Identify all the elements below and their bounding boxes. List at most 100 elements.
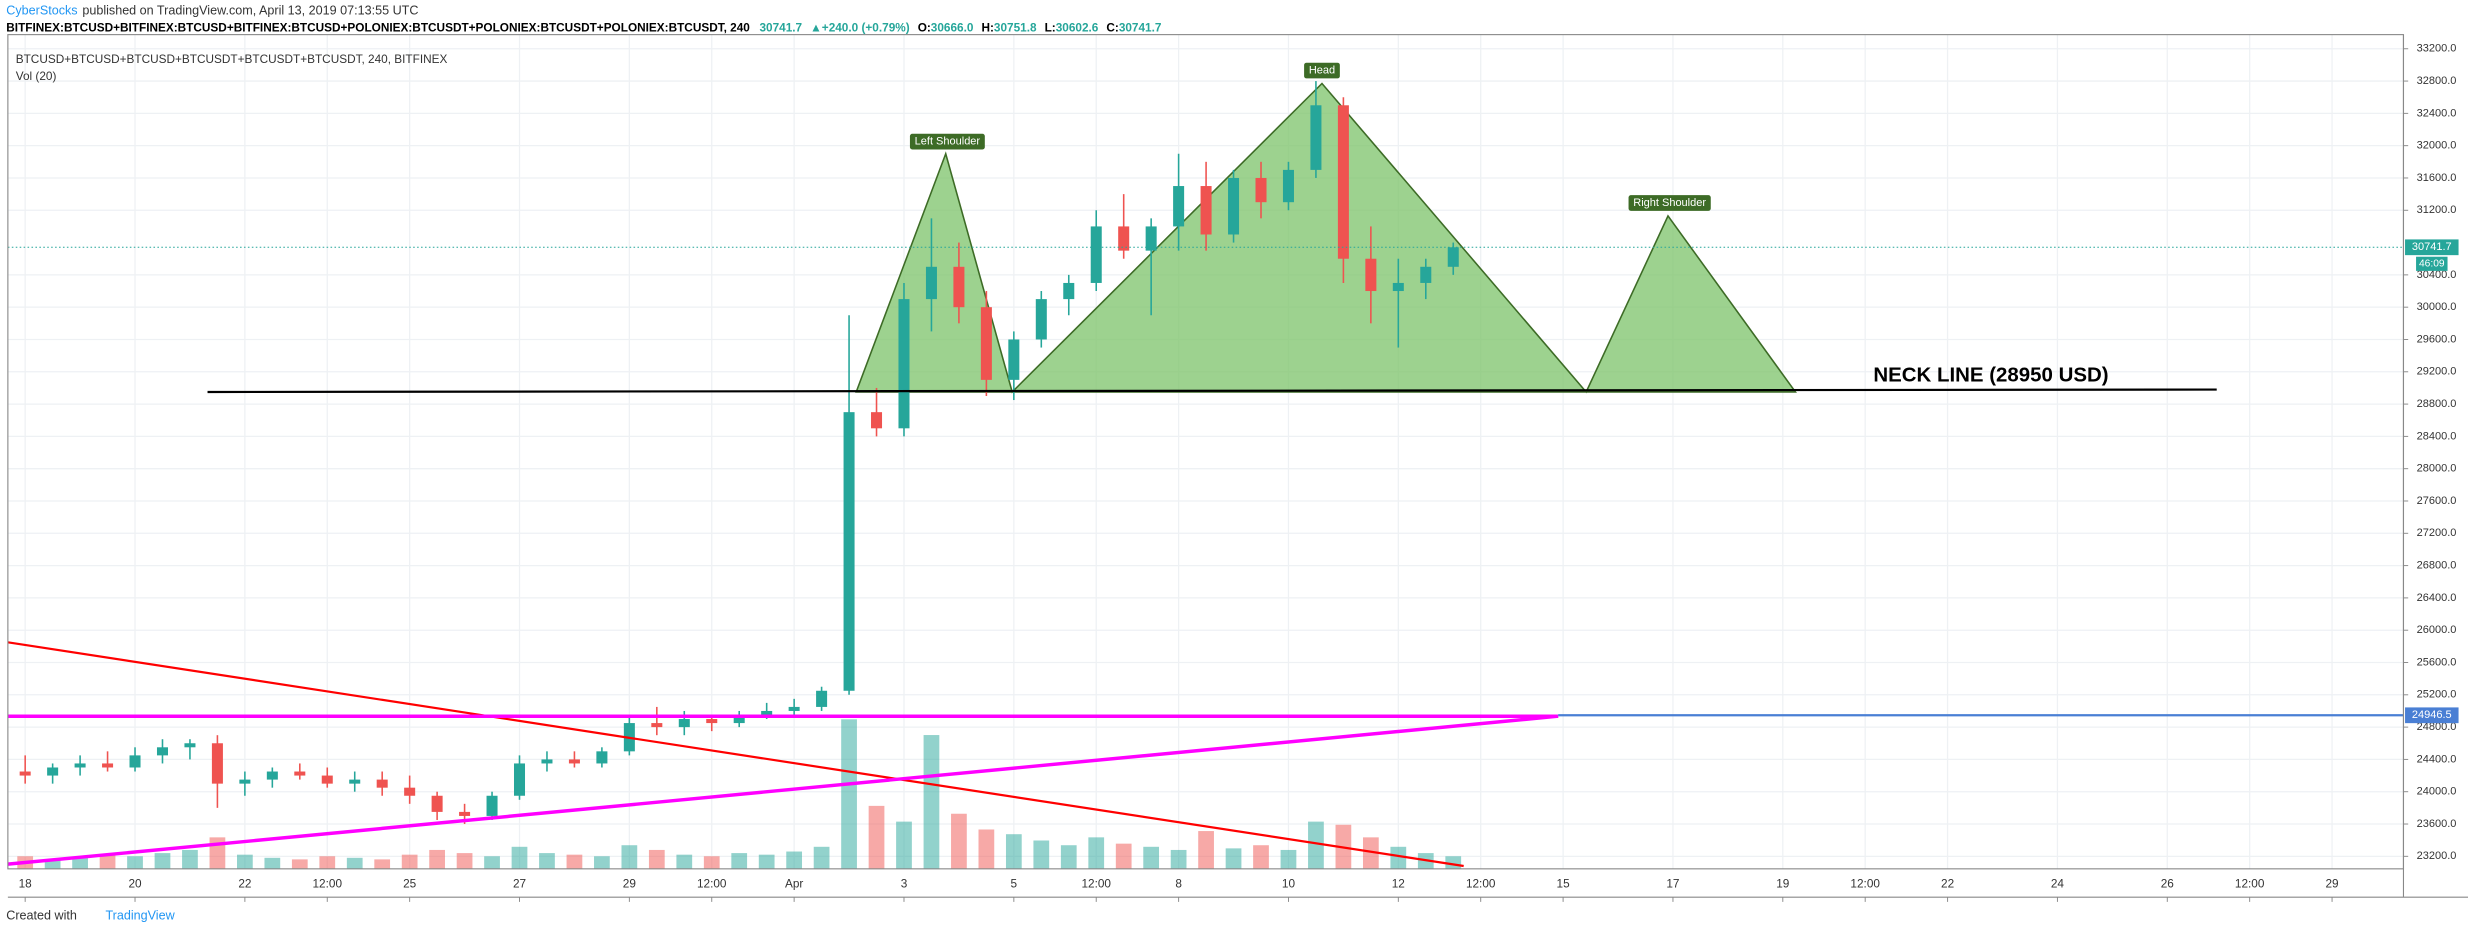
volume-bar (319, 856, 336, 869)
x-tick-label: 12:00 (1850, 877, 1880, 891)
author[interactable]: CyberStocks (6, 3, 77, 17)
x-tick-label: 29 (2326, 877, 2339, 891)
y-tick-label: 23600.0 (2417, 818, 2457, 830)
volume-bar (566, 854, 583, 869)
candle-body (1392, 282, 1404, 292)
candle-body (596, 751, 608, 764)
candle-body (294, 771, 306, 776)
volume-bar (786, 851, 803, 869)
candle-body (678, 719, 690, 728)
candle-body (1228, 177, 1240, 235)
candle-body (1090, 226, 1102, 283)
y-tick-label: 32000.0 (2417, 140, 2457, 152)
candle-body (1255, 177, 1267, 203)
volume-bar (1115, 843, 1132, 869)
axes: 23200.0 23600.0 24000.0 24400.0 24800.0 25200… (19, 43, 2459, 902)
y-tick-label: 26000.0 (2417, 624, 2457, 636)
candle-body (541, 759, 553, 764)
head-shoulders-pattern (855, 82, 1797, 394)
x-tick-label: 24 (2051, 877, 2065, 891)
candle-body (733, 714, 745, 724)
volume-bar (374, 859, 391, 869)
volume-bar (1225, 848, 1242, 869)
candle-body (1145, 226, 1157, 251)
volume-bar (1005, 834, 1022, 869)
candle-body (1282, 169, 1294, 203)
candle-body (376, 779, 388, 788)
volume-bar (1143, 846, 1160, 869)
volume-bar (1198, 831, 1214, 869)
candle-body (1365, 258, 1377, 292)
y-tick-label: 30000.0 (2417, 301, 2457, 313)
candle-body (1310, 105, 1322, 170)
x-tick-label: 27 (513, 877, 526, 891)
l-value: 30602.6 (1056, 20, 1099, 34)
x-tick-label: 15 (1557, 877, 1571, 891)
volume-bar (594, 856, 610, 869)
candle-body (459, 811, 471, 816)
volume-bar (1033, 840, 1050, 869)
trend-line (7, 641, 1464, 868)
l-label: L: (1045, 20, 1056, 34)
volume-bar (99, 854, 116, 869)
y-tick-label: 28400.0 (2417, 430, 2457, 442)
candle-body (898, 299, 910, 429)
candle-body (156, 747, 168, 756)
volume-bar (44, 859, 61, 869)
candle-body (1447, 247, 1459, 267)
candle-body (871, 412, 883, 429)
x-tick-label: 12:00 (312, 877, 342, 891)
volume-bar (127, 856, 143, 869)
volume-bar (511, 846, 528, 869)
line-label: 24946.5 (2412, 709, 2452, 721)
candle-body (1008, 339, 1020, 380)
volume-bar (429, 849, 445, 869)
y-tick-label: 24400.0 (2417, 753, 2457, 765)
footer-brand[interactable]: TradingView (105, 908, 175, 922)
volume-bar (291, 859, 308, 869)
change: ▲+240.0 (+0.79%) (810, 20, 910, 34)
annotation-box (909, 133, 985, 150)
volume-bar (841, 719, 857, 869)
annotation-box (1628, 195, 1711, 211)
h-label: H: (981, 20, 993, 34)
x-tick-label: 22 (1941, 877, 1954, 891)
candle-body (1337, 105, 1349, 259)
x-tick-label: 8 (1175, 877, 1182, 891)
volume-bar (951, 813, 967, 869)
volume-bar (72, 857, 88, 869)
x-tick-label: 5 (1011, 877, 1018, 891)
y-tick-label: 25600.0 (2417, 656, 2457, 668)
volume-bar (1308, 821, 1324, 869)
candle-body (1035, 299, 1047, 340)
drawings (7, 246, 2404, 868)
volume-bar (621, 845, 638, 869)
header: CyberStocks published on TradingView.com… (6, 3, 1162, 34)
volume-bar (1253, 845, 1269, 869)
candle-body (953, 266, 965, 308)
x-tick-label: 12:00 (1466, 877, 1496, 891)
y-tick-label: 24800.0 (2417, 721, 2457, 733)
volume-bar (539, 853, 555, 869)
annotation-label: Left Shoulder (915, 136, 981, 148)
volume-bar (154, 853, 171, 869)
volume-bar (484, 856, 500, 869)
y-tick-label: 27600.0 (2417, 495, 2457, 507)
y-tick-label: 33200.0 (2417, 43, 2457, 55)
candle-body (1200, 186, 1212, 235)
volume-bar (1390, 846, 1407, 869)
candle-body (184, 743, 196, 748)
chart-title: BTCUSD+BTCUSD+BTCUSD+BTCUSDT+BTCUSDT+BTC… (16, 52, 448, 66)
countdown-box (2416, 256, 2448, 271)
volume-bar (1280, 849, 1297, 869)
published: published on TradingView.com, April 13, … (82, 3, 418, 17)
volume-bar (182, 849, 198, 869)
candle-body (74, 763, 86, 768)
candle-body (568, 759, 580, 764)
candle-body (1420, 266, 1432, 283)
x-tick-label: Apr (785, 877, 803, 891)
candle-body (1063, 282, 1075, 300)
y-tick-label: 24000.0 (2417, 786, 2457, 798)
y-tick-label: 27200.0 (2417, 527, 2457, 539)
